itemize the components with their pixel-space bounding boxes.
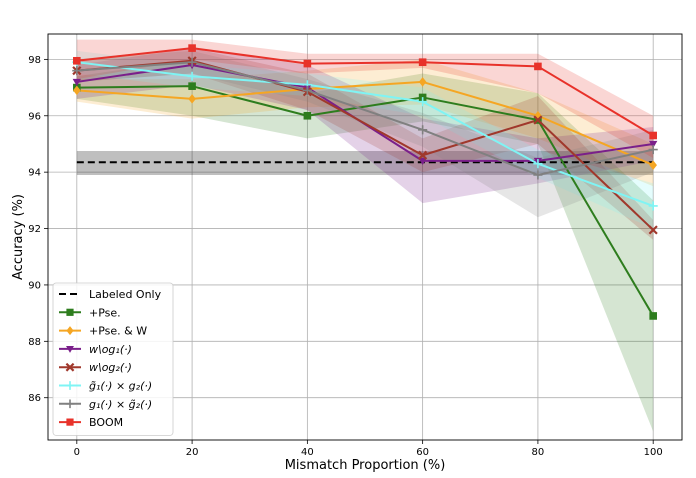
legend-label: +Pse. & W xyxy=(89,325,147,338)
series-lines xyxy=(76,47,655,317)
point-boom xyxy=(73,56,81,65)
point-g-g xyxy=(187,57,197,67)
point-pse-w xyxy=(188,94,196,104)
point-boom xyxy=(188,44,196,52)
point-w-og xyxy=(533,115,543,125)
legend-box xyxy=(52,282,174,436)
series-markers xyxy=(72,44,658,320)
point-w-og xyxy=(418,157,427,166)
line-w-og xyxy=(76,59,654,231)
legend-label: BOOM xyxy=(89,416,123,429)
line-pse-w xyxy=(76,80,654,167)
point-pse-w xyxy=(73,85,81,96)
point-pse-w xyxy=(649,160,657,170)
legend-marker xyxy=(65,381,75,390)
point-w-og xyxy=(649,140,658,149)
point-pse xyxy=(303,111,312,120)
legend-marker xyxy=(66,418,74,426)
legend-item-g-g: g₁(·) × g̃₂(·) xyxy=(59,398,152,411)
legend-label: w\og₁(·) xyxy=(89,343,132,356)
grid xyxy=(48,34,682,440)
legend-label: Labeled Only xyxy=(89,288,162,301)
legend-label: g̃₁(·) × g₂(·) xyxy=(89,380,152,393)
x-tick-label: 40 xyxy=(301,447,314,458)
y-tick-label: 94 xyxy=(28,168,41,179)
point-w-og xyxy=(648,225,658,235)
point-g-g xyxy=(418,97,428,107)
y-tick-label: 86 xyxy=(28,393,41,404)
x-tick-label: 0 xyxy=(74,447,80,458)
x-tick-label: 100 xyxy=(644,447,663,458)
plot-frame xyxy=(47,33,683,441)
point-g-g xyxy=(72,66,82,76)
axis-ticks: 0 20 40 60 80 100 86 88 90 92 94 96 98 xyxy=(28,55,662,458)
legend-item-pse-w: +Pse. & W xyxy=(59,325,147,338)
point-g-g xyxy=(533,159,543,169)
point-g-g xyxy=(187,71,197,81)
point-g-g xyxy=(648,201,658,211)
legend-label: g₁(·) × g̃₂(·) xyxy=(89,398,152,411)
band-pse-w xyxy=(76,59,654,187)
x-tick-label: 60 xyxy=(416,447,429,458)
legend-item-g-g: g̃₁(·) × g₂(·) xyxy=(59,380,152,393)
point-pse xyxy=(649,312,657,320)
y-tick-label: 88 xyxy=(28,337,41,348)
line-g-g xyxy=(76,61,654,176)
band-g-g xyxy=(76,50,654,218)
legend-item-boom: BOOM xyxy=(59,416,123,429)
point-w-og xyxy=(72,78,81,87)
point-g-g xyxy=(648,145,658,155)
point-pse-w xyxy=(418,77,427,87)
point-g-g xyxy=(533,170,543,180)
legend-marker xyxy=(66,346,74,353)
point-g-g xyxy=(418,125,428,135)
x-tick-label: 20 xyxy=(186,447,199,458)
legend-item-pse: +Pse. xyxy=(59,306,121,319)
legend-item-w-og: w\og₁(·) xyxy=(59,343,132,356)
point-boom xyxy=(649,131,657,140)
point-boom xyxy=(303,59,312,68)
point-g-g xyxy=(302,85,312,95)
y-axis-label: Accuracy (%) xyxy=(11,194,26,280)
legend-label: w\og₂(·) xyxy=(89,361,132,374)
y-tick-label: 96 xyxy=(28,111,41,122)
line-boom xyxy=(76,47,654,137)
x-tick-label: 80 xyxy=(532,447,545,458)
y-tick-label: 98 xyxy=(28,55,41,66)
legend-item-w-og: w\og₂(·) xyxy=(59,361,132,374)
y-tick-label: 92 xyxy=(28,224,41,235)
band-boom xyxy=(76,39,654,159)
legend-item-labeled-only: Labeled Only xyxy=(59,288,162,301)
point-pse xyxy=(188,82,196,90)
legend-marker xyxy=(66,326,74,336)
band-pse xyxy=(76,59,654,432)
legend-marker xyxy=(66,308,74,316)
legend-marker xyxy=(65,399,75,409)
x-axis-label: Mismatch Proportion (%) xyxy=(285,458,446,473)
legend: Labeled Only +Pse. +Pse. & W w\og₁(·) w\og₂(… xyxy=(52,282,174,436)
legend-marker xyxy=(65,362,75,372)
point-w-og xyxy=(418,150,428,160)
y-tick-label: 90 xyxy=(28,280,41,291)
point-boom xyxy=(418,58,427,66)
point-boom xyxy=(534,62,542,71)
line-pse xyxy=(76,85,655,317)
legend-label: +Pse. xyxy=(89,306,121,319)
